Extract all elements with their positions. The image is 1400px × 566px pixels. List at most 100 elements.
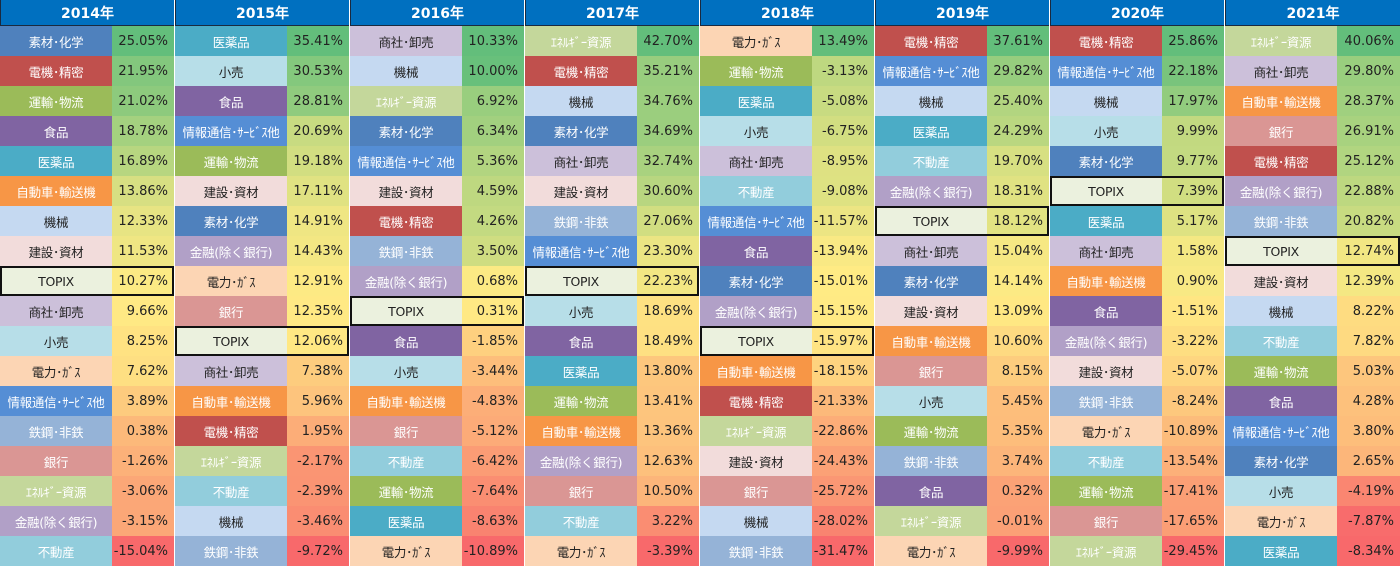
sector-row: 建設･資材 -5.07%: [1050, 356, 1224, 386]
sector-row: 自動車･輸送機 -18.15%: [700, 356, 874, 386]
return-value: 13.41%: [637, 386, 699, 416]
return-value: 13.36%: [637, 416, 699, 446]
sector-name: 情報通信･ｻｰﾋﾞｽ他: [0, 386, 112, 416]
return-value: 6.92%: [462, 86, 524, 116]
sector-row: 不動産 -2.39%: [175, 476, 349, 506]
sector-name: 商社･卸売: [0, 296, 112, 326]
sector-name: 情報通信･ｻｰﾋﾞｽ他: [350, 146, 462, 176]
return-value: 32.74%: [637, 146, 699, 176]
sector-name: 商社･卸売: [1225, 56, 1337, 86]
sector-row: 電機･精密 -21.33%: [700, 386, 874, 416]
sector-name: 素材･化学: [525, 116, 637, 146]
return-value: 3.89%: [112, 386, 174, 416]
return-value: 22.23%: [637, 266, 699, 296]
sector-name: 自動車･輸送機: [175, 386, 287, 416]
sector-name: TOPIX: [875, 206, 987, 236]
sector-name: 素材･化学: [0, 26, 112, 56]
sector-name: 商社･卸売: [875, 236, 987, 266]
year-column: 2020年 電機･精密 25.86% 情報通信･ｻｰﾋﾞｽ他 22.18% 機械 17.97…: [1050, 0, 1225, 566]
sector-name: 電力･ｶﾞｽ: [875, 536, 987, 566]
return-value: -8.24%: [1162, 386, 1224, 416]
return-value: -17.41%: [1162, 476, 1224, 506]
sector-name: 建設･資材: [875, 296, 987, 326]
return-value: -9.08%: [812, 176, 874, 206]
sector-name: 電機･精密: [0, 56, 112, 86]
sector-row: 商社･卸売 29.80%: [1225, 56, 1400, 86]
sector-name: ｴﾈﾙｷﾞｰ資源: [350, 86, 462, 116]
sector-row: 機械 -28.02%: [700, 506, 874, 536]
sector-row: 食品 -13.94%: [700, 236, 874, 266]
sector-name: 小売: [700, 116, 812, 146]
return-value: -3.13%: [812, 56, 874, 86]
sector-row: 自動車･輸送機 5.96%: [175, 386, 349, 416]
year-header: 2021年: [1225, 0, 1400, 26]
sector-row: 医薬品 13.80%: [525, 356, 699, 386]
sector-row: 運輸･物流 -7.64%: [350, 476, 524, 506]
sector-row: 建設･資材 30.60%: [525, 176, 699, 206]
return-value: 13.49%: [812, 26, 874, 56]
return-value: 7.39%: [1162, 176, 1224, 206]
return-value: 40.06%: [1337, 26, 1400, 56]
return-value: -5.07%: [1162, 356, 1224, 386]
return-value: -5.08%: [812, 86, 874, 116]
sector-name: 医薬品: [1050, 206, 1162, 236]
return-value: 8.15%: [987, 356, 1049, 386]
sector-name: 素材･化学: [875, 266, 987, 296]
return-value: -15.97%: [812, 326, 874, 356]
return-value: -15.01%: [812, 266, 874, 296]
sector-row: 金融(除く銀行) -3.15%: [0, 506, 174, 536]
year-header: 2017年: [525, 0, 699, 26]
sector-row: 不動産 -15.04%: [0, 536, 174, 566]
sector-row: 素材･化学 -15.01%: [700, 266, 874, 296]
return-value: 10.50%: [637, 476, 699, 506]
year-column: 2014年 素材･化学 25.05% 電機･精密 21.95% 運輸･物流 21.02% 食品…: [0, 0, 175, 566]
return-value: -3.15%: [112, 506, 174, 536]
sector-row: ｴﾈﾙｷﾞｰ資源 -2.17%: [175, 446, 349, 476]
sector-row: 建設･資材 12.39%: [1225, 266, 1400, 296]
sector-name: 自動車･輸送機: [350, 386, 462, 416]
return-value: 0.32%: [987, 476, 1049, 506]
return-value: 4.26%: [462, 206, 524, 236]
sector-row: ｴﾈﾙｷﾞｰ資源 -29.45%: [1050, 536, 1224, 566]
return-value: -18.15%: [812, 356, 874, 386]
return-value: 15.04%: [987, 236, 1049, 266]
return-value: 13.80%: [637, 356, 699, 386]
return-value: 12.91%: [287, 266, 349, 296]
return-value: 14.14%: [987, 266, 1049, 296]
sector-row: 運輸･物流 21.02%: [0, 86, 174, 116]
return-value: -15.15%: [812, 296, 874, 326]
return-value: 30.53%: [287, 56, 349, 86]
topix-row: TOPIX 12.06%: [175, 326, 349, 356]
sector-row: 電機･精密 35.21%: [525, 56, 699, 86]
sector-name: 金融(除く銀行): [875, 176, 987, 206]
sector-name: 鉄鋼･非鉄: [700, 536, 812, 566]
sector-name: 電機･精密: [175, 416, 287, 446]
sector-row: 運輸･物流 19.18%: [175, 146, 349, 176]
return-value: -3.06%: [112, 476, 174, 506]
sector-row: 電機･精密 25.86%: [1050, 26, 1224, 56]
sector-row: 電力･ｶﾞｽ -9.99%: [875, 536, 1049, 566]
sector-row: 建設･資材 13.09%: [875, 296, 1049, 326]
sector-name: 鉄鋼･非鉄: [875, 446, 987, 476]
sector-row: 情報通信･ｻｰﾋﾞｽ他 23.30%: [525, 236, 699, 266]
year-column: 2017年 ｴﾈﾙｷﾞｰ資源 42.70% 電機･精密 35.21% 機械 34.76% 素材…: [525, 0, 700, 566]
sector-row: 機械 25.40%: [875, 86, 1049, 116]
return-value: 42.70%: [637, 26, 699, 56]
sector-name: 電力･ｶﾞｽ: [1225, 506, 1337, 536]
return-value: -10.89%: [462, 536, 524, 566]
sector-name: 自動車･輸送機: [525, 416, 637, 446]
return-value: 4.28%: [1337, 386, 1400, 416]
sector-name: 小売: [1050, 116, 1162, 146]
return-value: -6.42%: [462, 446, 524, 476]
return-value: 13.09%: [987, 296, 1049, 326]
sector-row: 自動車･輸送機 13.86%: [0, 176, 174, 206]
sector-row: 医薬品 -8.63%: [350, 506, 524, 536]
sector-name: 商社･卸売: [175, 356, 287, 386]
sector-row: 銀行 10.50%: [525, 476, 699, 506]
sector-row: 電力･ｶﾞｽ 7.62%: [0, 356, 174, 386]
sector-name: 建設･資材: [175, 176, 287, 206]
sector-row: 素材･化学 14.91%: [175, 206, 349, 236]
sector-row: 機械 10.00%: [350, 56, 524, 86]
sector-row: 電機･精密 1.95%: [175, 416, 349, 446]
sector-name: 運輸･物流: [525, 386, 637, 416]
